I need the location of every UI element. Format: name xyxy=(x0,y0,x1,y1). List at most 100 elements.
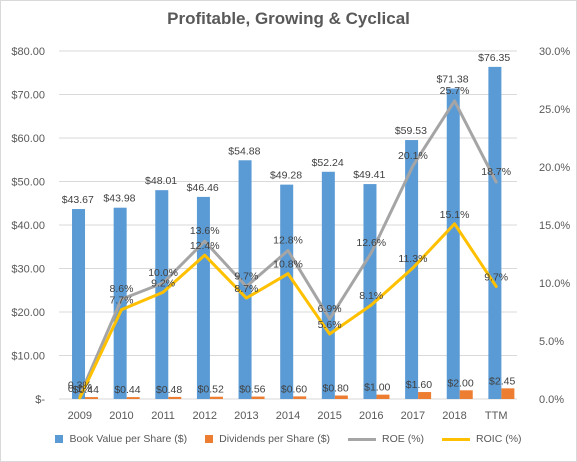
x-tick-label: 2014 xyxy=(276,410,300,422)
x-tick-label: 2012 xyxy=(192,410,216,422)
y-left-tick-label: $40.00 xyxy=(11,220,45,232)
y-right-tick-label: 25.0% xyxy=(539,104,570,116)
bar-book-value xyxy=(238,160,252,399)
line-roe xyxy=(78,99,498,398)
legend-swatch xyxy=(348,437,377,441)
data-label-book-value: $59.53 xyxy=(395,125,427,137)
data-label-dividends: $0.56 xyxy=(239,384,265,396)
data-label-book-value: $46.46 xyxy=(187,182,219,194)
y-left-tick-label: $70.00 xyxy=(11,90,45,102)
y-left-tick-label: $20.00 xyxy=(11,307,45,319)
bar-dividends xyxy=(209,396,223,399)
data-label-book-value: $52.24 xyxy=(312,157,344,169)
data-label-roe: 8.6% xyxy=(109,283,133,295)
bar-dividends xyxy=(168,396,182,399)
data-label-roic: 12.4% xyxy=(190,240,220,252)
data-label-roic: 8.1% xyxy=(359,290,383,302)
x-tick-label: 2017 xyxy=(401,410,425,422)
legend-item: ROIC (%) xyxy=(442,433,522,445)
bar-book-value xyxy=(321,171,335,399)
data-label-dividends: $0.60 xyxy=(281,383,307,395)
data-label-roic: 9.7% xyxy=(484,271,508,283)
data-label-dividends: $2.00 xyxy=(447,377,473,389)
chart-title: Profitable, Growing & Cyclical xyxy=(167,9,410,28)
x-tick-label: 2018 xyxy=(442,410,466,422)
data-label-roe: 12.8% xyxy=(273,235,303,247)
y-left-tick-label: $- xyxy=(35,394,45,406)
data-label-roe: 20.1% xyxy=(398,150,428,162)
y-left-tick-label: $60.00 xyxy=(11,133,45,145)
data-label-roe: 18.7% xyxy=(481,166,511,178)
y-right-tick-label: 30.0% xyxy=(539,46,570,58)
line-roic xyxy=(78,222,498,400)
legend-item: Book Value per Share ($) xyxy=(55,433,187,445)
legend-label: ROE (%) xyxy=(382,433,425,445)
legend-label: Book Value per Share ($) xyxy=(69,433,188,445)
y-left-tick-label: $80.00 xyxy=(11,46,45,58)
bar-dividends xyxy=(376,394,390,399)
bar-dividends xyxy=(126,397,140,399)
bar-book-value xyxy=(72,209,86,399)
y-left-tick-label: $10.00 xyxy=(11,351,45,363)
bar-dividends xyxy=(418,392,432,399)
bar-dividends xyxy=(334,395,348,399)
y-left-tick-label: $50.00 xyxy=(11,177,45,189)
data-label-dividends: $1.60 xyxy=(406,379,432,391)
bar-dividends xyxy=(85,397,99,399)
data-label-dividends: $1.00 xyxy=(364,382,390,394)
legend-swatch xyxy=(55,435,64,443)
bar-dividends xyxy=(459,390,473,399)
data-label-book-value: $43.98 xyxy=(103,193,135,205)
legend-swatch xyxy=(205,435,214,443)
legend-item: Dividends per Share ($) xyxy=(205,433,330,445)
bar-dividends xyxy=(293,396,307,399)
data-label-dividends: $0.44 xyxy=(73,384,99,396)
y-right-tick-label: 10.0% xyxy=(539,278,570,290)
bar-dividends xyxy=(501,388,515,399)
data-label-roic: 9.2% xyxy=(151,277,175,289)
data-label-book-value: $76.35 xyxy=(478,52,510,64)
data-label-roe: 12.6% xyxy=(356,237,386,249)
data-label-book-value: $43.67 xyxy=(62,194,94,206)
bar-book-value xyxy=(280,184,294,399)
x-tick-label: 2009 xyxy=(68,410,92,422)
y-right-tick-label: 5.0% xyxy=(539,336,564,348)
x-tick-label: 2010 xyxy=(109,410,133,422)
y-left-tick-label: $30.00 xyxy=(11,264,45,276)
data-label-dividends: $0.48 xyxy=(156,384,182,396)
bar-book-value xyxy=(446,88,460,399)
bar-book-value xyxy=(488,66,502,399)
legend: Book Value per Share ($) Dividends per Sh… xyxy=(1,433,576,445)
data-label-roic: 15.1% xyxy=(440,209,470,221)
legend-swatch xyxy=(442,437,471,441)
data-label-dividends: $0.52 xyxy=(198,384,224,396)
data-label-roic: 11.3% xyxy=(398,253,427,265)
legend-item: ROE (%) xyxy=(348,433,424,445)
y-right-tick-label: 0.0% xyxy=(539,394,564,406)
data-label-roic: 8.7% xyxy=(234,283,258,295)
data-label-book-value: $71.38 xyxy=(436,73,468,85)
data-label-book-value: $49.28 xyxy=(270,170,302,182)
legend-label: ROIC (%) xyxy=(476,433,522,445)
legend-label: Dividends per Share ($) xyxy=(219,433,331,445)
data-label-dividends: $2.45 xyxy=(489,375,515,387)
x-tick-label: TTM xyxy=(485,410,508,422)
data-label-roe: 0.3% xyxy=(68,380,92,392)
data-label-book-value: $49.41 xyxy=(353,169,385,181)
x-tick-label: 2016 xyxy=(359,410,383,422)
data-label-dividends: $0.80 xyxy=(322,383,348,395)
data-label-roe: 10.0% xyxy=(148,267,178,279)
data-label-roe: 25.7% xyxy=(440,85,470,97)
y-right-tick-label: 20.0% xyxy=(539,162,570,174)
x-tick-label: 2011 xyxy=(151,410,175,422)
data-label-roe: 9.7% xyxy=(234,270,258,282)
data-label-book-value: $48.01 xyxy=(145,175,177,187)
data-label-dividends: $0.44 xyxy=(114,384,140,396)
data-label-book-value: $54.88 xyxy=(228,145,260,157)
bar-dividends xyxy=(251,396,265,399)
data-label-roe: 6.9% xyxy=(318,303,342,315)
bar-book-value xyxy=(363,184,377,399)
x-tick-label: 2015 xyxy=(317,410,341,422)
